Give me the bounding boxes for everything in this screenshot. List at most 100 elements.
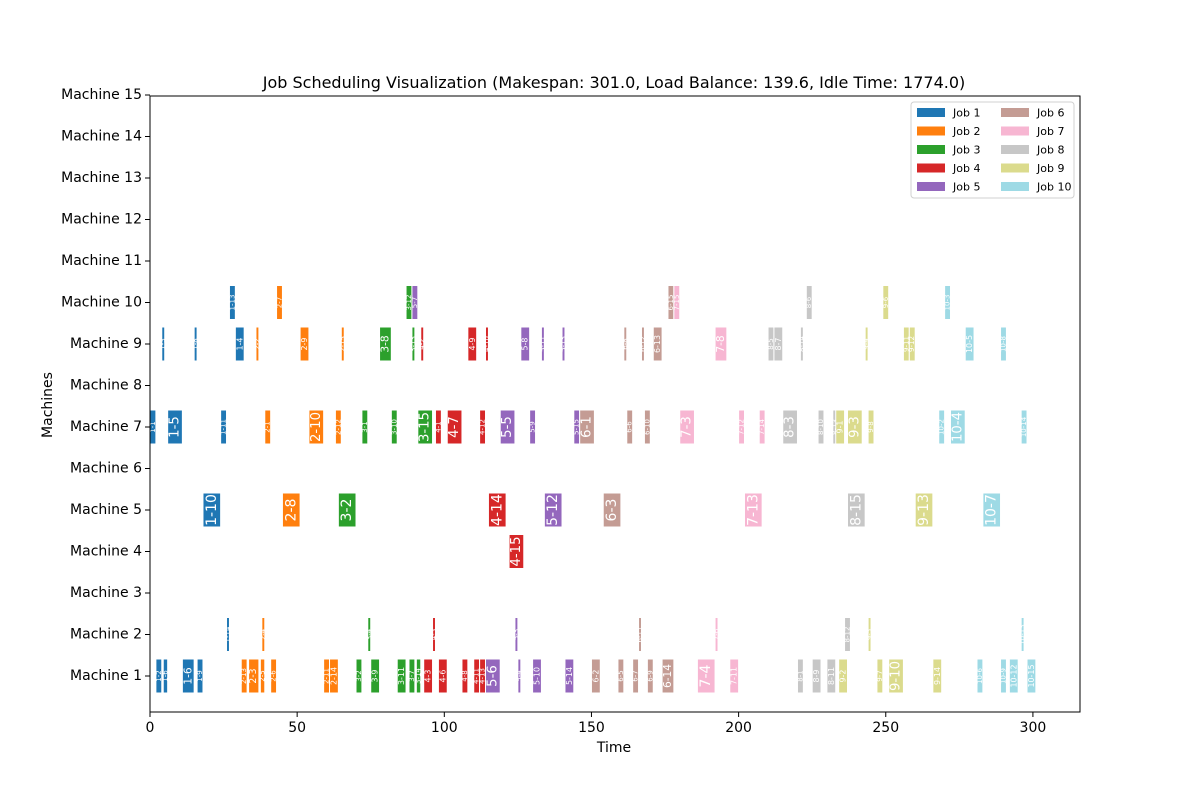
task-label: 6-9 — [646, 670, 654, 681]
task-rect — [415, 658, 422, 694]
task-rect — [743, 492, 763, 528]
task-label: 2-12 — [334, 419, 342, 435]
task-rect — [632, 658, 640, 694]
task-label: 8-15 — [848, 494, 864, 526]
legend: Job 1 Job 2 Job 3 Job 4 Job 5 Job 6 Job 7 Job 8… — [910, 101, 1075, 199]
task-rect — [514, 617, 519, 652]
task-rect — [446, 409, 463, 445]
task-bar: 10-9 — [999, 658, 1007, 694]
x-tick-label: 0 — [146, 720, 155, 736]
task-rect — [370, 658, 381, 694]
task-label: 4-10 — [483, 336, 491, 352]
task-label: 4-11 — [473, 668, 481, 684]
task-label: 8-1 — [796, 670, 804, 681]
task-label: 3-11 — [397, 667, 406, 685]
x-tick-label: 150 — [578, 720, 605, 736]
task-bar: 5-11 — [539, 326, 547, 362]
task-bar: 4-14 — [487, 492, 507, 528]
task-rect — [479, 409, 487, 445]
y-tick-label: Machine 14 — [61, 129, 142, 145]
task-rect — [420, 326, 425, 362]
task-bar: 9-4 — [863, 326, 871, 362]
task-label: 1-5 — [168, 416, 183, 438]
task-rect — [847, 409, 863, 445]
y-tick-label: Machine 5 — [70, 502, 142, 518]
legend-swatch — [917, 108, 945, 117]
task-rect — [261, 617, 266, 652]
task-rect — [579, 409, 595, 445]
task-label: 6-14 — [662, 664, 674, 688]
y-axis-ticks: Machine 1 Machine 2 Machine 3 Machine 4 Mach… — [61, 87, 150, 684]
task-bar: 1-6 — [161, 658, 169, 694]
task-bar: 4-8 — [461, 658, 469, 694]
task-label: 4-6 — [438, 670, 447, 683]
task-bar: 1-13 — [228, 285, 236, 320]
task-rect — [867, 617, 872, 652]
task-bar: 10-5 — [964, 326, 975, 362]
legend-swatch — [1001, 182, 1029, 191]
task-bar: 1-6 — [181, 658, 195, 694]
task-rect — [355, 658, 363, 694]
task-bar: 7-15 — [673, 285, 681, 320]
y-tick-label: Machine 7 — [70, 419, 142, 435]
task-rect — [864, 326, 869, 362]
task-rect — [202, 492, 222, 528]
task-rect — [932, 658, 943, 694]
task-bar: 4-5 — [430, 617, 438, 652]
task-label: 10-9 — [999, 668, 1007, 684]
task-label: 4-8 — [461, 670, 469, 681]
task-rect — [782, 409, 798, 445]
task-bar: 7-11 — [729, 658, 740, 694]
task-rect — [673, 285, 681, 320]
task-bar: 1-11 — [220, 409, 228, 445]
task-rect — [417, 409, 434, 445]
task-rect — [540, 326, 545, 362]
task-label: 3-8 — [379, 335, 391, 352]
task-rect — [543, 492, 563, 528]
task-label: 2-3 — [248, 668, 259, 683]
task-rect — [1000, 326, 1007, 362]
task-bar: 2-5 — [259, 658, 267, 694]
task-label: 4-15 — [509, 536, 524, 566]
task-bar: 2-9 — [299, 326, 310, 362]
task-bar: 5-5 — [499, 409, 516, 445]
task-rect — [529, 409, 537, 445]
task-bar: 9-2 — [838, 658, 849, 694]
task-bar: 2-13 — [240, 658, 248, 694]
task-rect — [340, 326, 345, 362]
legend-label: Job 5 — [952, 181, 980, 194]
task-bar: 6-12 — [639, 326, 647, 362]
task-rect — [835, 409, 846, 445]
task-label: 4-1 — [434, 421, 442, 432]
task-bar: 1-2 — [155, 658, 163, 694]
task-rect — [714, 617, 719, 652]
task-label: 6-1 — [580, 416, 595, 438]
task-label: 3-1 — [361, 421, 369, 432]
task-rect — [264, 409, 272, 445]
task-label: 10-8 — [999, 336, 1007, 352]
task-bar: 7-12 — [738, 409, 746, 445]
task-label: 2-9 — [300, 338, 309, 351]
task-label: 1-13 — [228, 295, 236, 311]
task-bar: 3-7 — [408, 658, 416, 694]
task-label: 2-1 — [264, 421, 272, 432]
task-rect — [661, 658, 675, 694]
task-rect — [1008, 658, 1019, 694]
task-label: 2-10 — [309, 412, 324, 442]
task-rect — [643, 409, 651, 445]
task-label: 4-14 — [489, 494, 505, 526]
task-label: 3-2 — [355, 670, 363, 681]
task-rect — [520, 326, 531, 362]
task-bar: 6-8 — [621, 326, 629, 362]
x-tick-label: 250 — [872, 720, 899, 736]
task-rect — [914, 492, 934, 528]
task-rect — [652, 326, 663, 362]
task-label: 9-4 — [863, 338, 871, 350]
task-rect — [499, 409, 516, 445]
task-label: 9-3 — [847, 416, 862, 438]
task-rect — [508, 534, 525, 569]
task-rect — [626, 409, 634, 445]
task-bar: 10-12 — [1008, 658, 1019, 694]
task-bar: 10-3 — [944, 285, 952, 320]
